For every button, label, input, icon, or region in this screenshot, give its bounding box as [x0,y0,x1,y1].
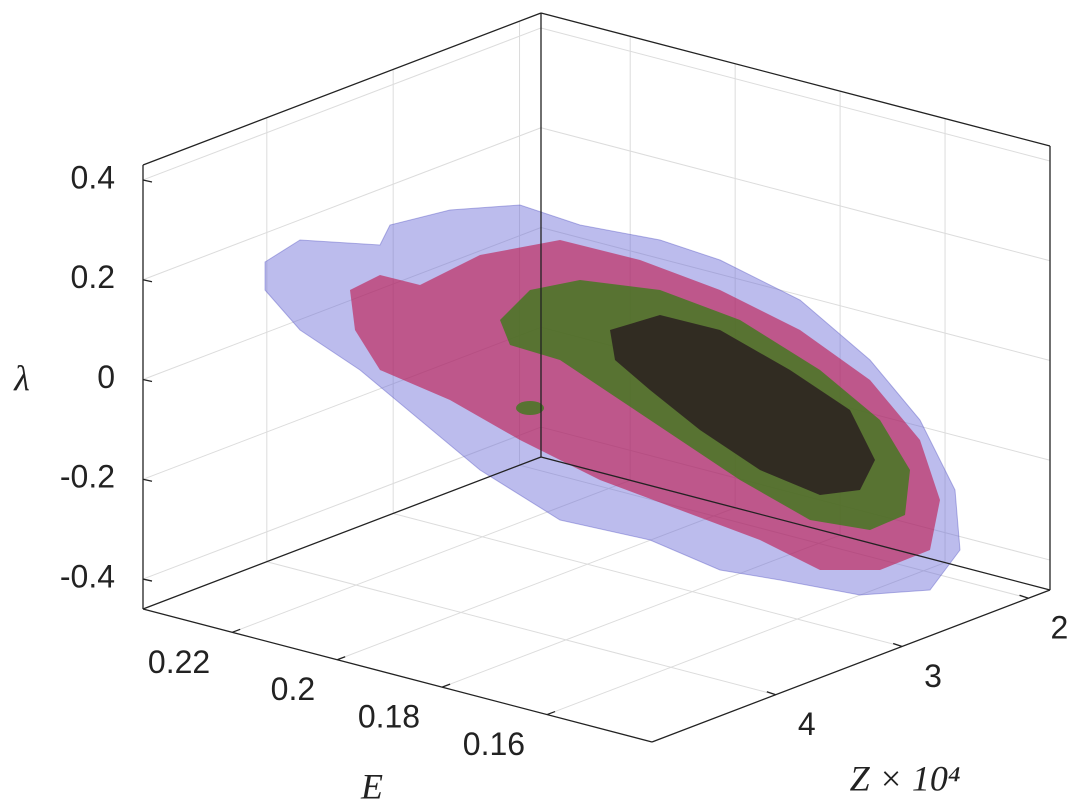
box-edge [142,608,653,743]
grid-line [546,562,946,716]
tick-mark [142,279,153,283]
z-tick-label: -0.2 [60,459,115,495]
y-axis-label: Z × 10⁴ [850,758,961,798]
grid-line [232,479,631,633]
grid-line [336,507,736,661]
grid-line [142,27,542,181]
tick-mark [142,179,153,183]
tick-mark [441,683,451,688]
x-axis-label: E [360,766,383,806]
grid-line [142,227,542,380]
y-tick-label: 2 [1051,610,1069,646]
grid-line [393,512,903,647]
tick-mark [142,378,153,383]
box-edge [540,12,1051,147]
frame-layer: 0.4 0.2 0 -0.2 -0.4 0.22 0.2 0.18 0.16 4 3 2 [60,12,1069,762]
grid-line [266,561,776,696]
grid-line [142,426,542,580]
box-edge [540,456,1051,591]
z-tick-label: 0.2 [71,259,115,295]
y-tick-label: 3 [924,658,942,694]
y-tick-label: 4 [798,706,816,742]
box-edge [651,589,1051,743]
grid-line [441,534,841,688]
grid-line [540,27,1051,162]
tick-mark [142,578,153,582]
tick-mark [231,628,241,633]
box-edge [142,12,542,166]
x-tick-label: 0.22 [148,644,210,680]
small-surface [516,401,544,415]
box-edge [142,456,542,610]
grid-line [540,127,1051,262]
grid-line [142,127,542,281]
x-tick-label: 0.16 [463,726,525,762]
tick-mark [546,710,556,716]
tick-mark [142,478,153,482]
grid-line [540,227,1051,362]
tick-mark [1019,594,1029,599]
z-axis-label: λ [13,358,30,398]
x-tick-label: 0.18 [358,699,420,735]
tick-mark [892,642,903,648]
z-tick-label: 0 [97,359,115,395]
core-surface [610,315,875,495]
x-tick-label: 0.2 [271,671,315,707]
isosurfaces [264,204,961,596]
tick-mark [766,691,777,696]
z-tick-label: -0.4 [60,559,115,595]
tick-mark [336,656,346,661]
z-tick-label: 0.4 [71,159,115,195]
